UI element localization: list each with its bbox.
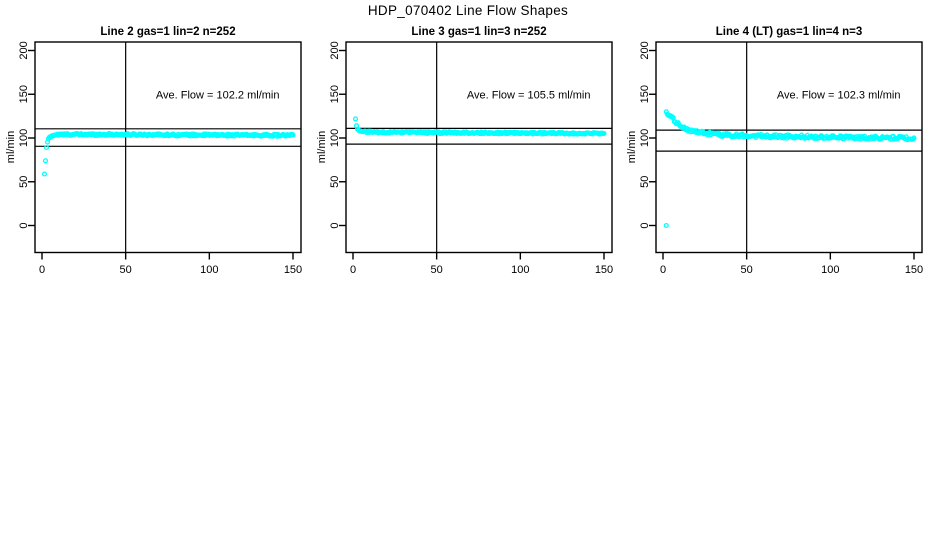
y-tick-label: 100 bbox=[18, 129, 30, 147]
x-tick-label: 50 bbox=[120, 264, 132, 276]
x-tick-label: 50 bbox=[741, 264, 753, 276]
panel-title: Line 2 gas=1 lin=2 n=252 bbox=[100, 26, 235, 38]
ave-flow-annotation: Ave. Flow = 102.3 ml/min bbox=[777, 89, 901, 101]
data-points bbox=[41, 131, 296, 177]
x-tick-label: 0 bbox=[39, 264, 45, 276]
y-tick-label: 50 bbox=[18, 176, 30, 188]
ave-flow-annotation: Ave. Flow = 102.2 ml/min bbox=[156, 89, 280, 101]
chart-panels: 0 50 100 150 0 50 100 150 200 ml/min Line 2 gas=1 … bbox=[5, 26, 923, 276]
x-tick-label: 100 bbox=[200, 264, 218, 276]
y-tick-label: 150 bbox=[329, 85, 341, 103]
data-point bbox=[911, 135, 917, 141]
y-tick-label: 100 bbox=[329, 129, 341, 147]
y-tick-label: 200 bbox=[639, 41, 651, 59]
y-axis-label: ml/min bbox=[626, 131, 638, 163]
y-tick-label: 0 bbox=[639, 222, 651, 228]
panel-title: Line 4 (LT) gas=1 lin=4 n=3 bbox=[716, 26, 862, 38]
plot-box bbox=[655, 41, 923, 254]
x-tick-label: 150 bbox=[905, 264, 923, 276]
data-points bbox=[663, 109, 917, 229]
data-point bbox=[352, 116, 359, 122]
data-point bbox=[42, 158, 49, 164]
plot-box bbox=[345, 41, 613, 254]
x-tick-label: 100 bbox=[511, 264, 529, 276]
panel-title: Line 3 gas=1 lin=3 n=252 bbox=[411, 26, 546, 38]
data-point bbox=[290, 132, 296, 138]
y-tick-label: 200 bbox=[18, 41, 30, 59]
y-tick-label: 0 bbox=[329, 222, 341, 228]
page-title: HDP_070402 Line Flow Shapes bbox=[368, 3, 568, 18]
plot-box bbox=[34, 41, 302, 254]
x-tick-label: 100 bbox=[821, 264, 839, 276]
y-tick-label: 50 bbox=[329, 176, 341, 188]
outlier-point bbox=[663, 222, 669, 229]
y-tick-label: 50 bbox=[639, 176, 651, 188]
y-tick-label: 100 bbox=[639, 129, 651, 147]
y-tick-label: 0 bbox=[18, 222, 30, 228]
y-axis-label: ml/min bbox=[316, 131, 328, 163]
data-point bbox=[41, 171, 48, 177]
panel: 0 50 100 150 0 50 100 150 200 ml/min Line 3 gas=1 … bbox=[316, 26, 613, 276]
x-tick-label: 150 bbox=[284, 264, 302, 276]
x-tick-label: 150 bbox=[595, 264, 613, 276]
y-tick-label: 150 bbox=[18, 85, 30, 103]
y-tick-label: 150 bbox=[639, 85, 651, 103]
panel: 0 50 100 150 0 50 100 150 200 ml/min Line 2 gas=1 … bbox=[5, 26, 302, 276]
x-tick-label: 0 bbox=[660, 264, 666, 276]
x-tick-label: 50 bbox=[431, 264, 443, 276]
data-points bbox=[352, 116, 607, 137]
data-point bbox=[43, 144, 50, 151]
x-tick-label: 0 bbox=[350, 264, 356, 276]
panel: 0 50 100 150 0 50 100 150 200 ml/min Line 4 (LT) g… bbox=[626, 26, 923, 276]
data-point bbox=[601, 130, 607, 137]
y-tick-label: 200 bbox=[329, 41, 341, 59]
ave-flow-annotation: Ave. Flow = 105.5 ml/min bbox=[467, 89, 591, 101]
y-axis-label: ml/min bbox=[5, 131, 17, 163]
